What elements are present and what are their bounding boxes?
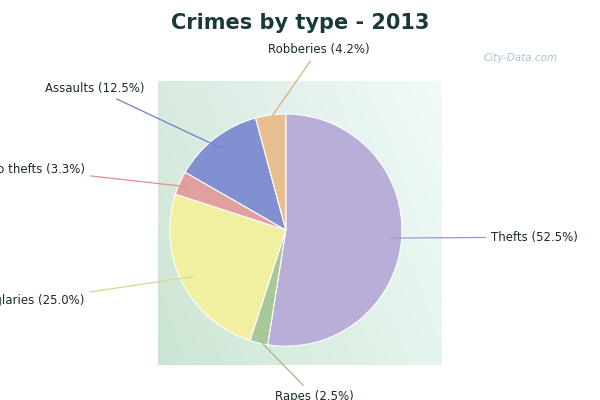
Text: Burglaries (25.0%): Burglaries (25.0%) — [0, 277, 192, 307]
Text: Thefts (52.5%): Thefts (52.5%) — [390, 231, 578, 244]
Wedge shape — [250, 230, 286, 345]
Text: Rapes (2.5%): Rapes (2.5%) — [262, 342, 353, 400]
Text: Auto thefts (3.3%): Auto thefts (3.3%) — [0, 163, 186, 187]
Text: Crimes by type - 2013: Crimes by type - 2013 — [171, 13, 429, 33]
Text: Assaults (12.5%): Assaults (12.5%) — [45, 82, 221, 148]
Wedge shape — [256, 114, 286, 230]
Wedge shape — [170, 194, 286, 340]
Text: City-Data.com: City-Data.com — [484, 53, 558, 63]
Wedge shape — [185, 118, 286, 230]
Wedge shape — [268, 114, 402, 346]
Wedge shape — [175, 172, 286, 230]
Text: Robberies (4.2%): Robberies (4.2%) — [268, 43, 369, 116]
